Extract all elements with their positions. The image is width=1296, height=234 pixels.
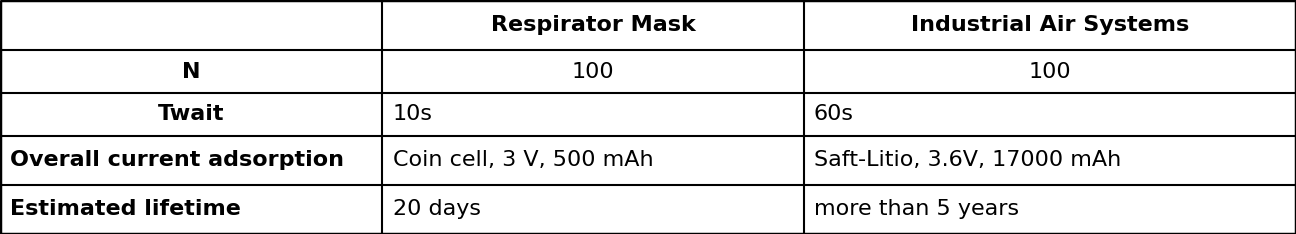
Text: N: N [181, 62, 201, 82]
Text: Overall current adsorption: Overall current adsorption [10, 150, 345, 170]
Text: 20 days: 20 days [393, 199, 481, 219]
Text: Estimated lifetime: Estimated lifetime [10, 199, 241, 219]
Text: 100: 100 [1029, 62, 1070, 82]
Text: Respirator Mask: Respirator Mask [491, 15, 695, 35]
Text: more than 5 years: more than 5 years [814, 199, 1019, 219]
Text: 60s: 60s [814, 104, 854, 124]
Text: 10s: 10s [393, 104, 433, 124]
Text: 100: 100 [572, 62, 614, 82]
Text: Twait: Twait [158, 104, 224, 124]
Text: Coin cell, 3 V, 500 mAh: Coin cell, 3 V, 500 mAh [393, 150, 653, 170]
Text: Industrial Air Systems: Industrial Air Systems [911, 15, 1188, 35]
Text: Saft-Litio, 3.6V, 17000 mAh: Saft-Litio, 3.6V, 17000 mAh [814, 150, 1121, 170]
